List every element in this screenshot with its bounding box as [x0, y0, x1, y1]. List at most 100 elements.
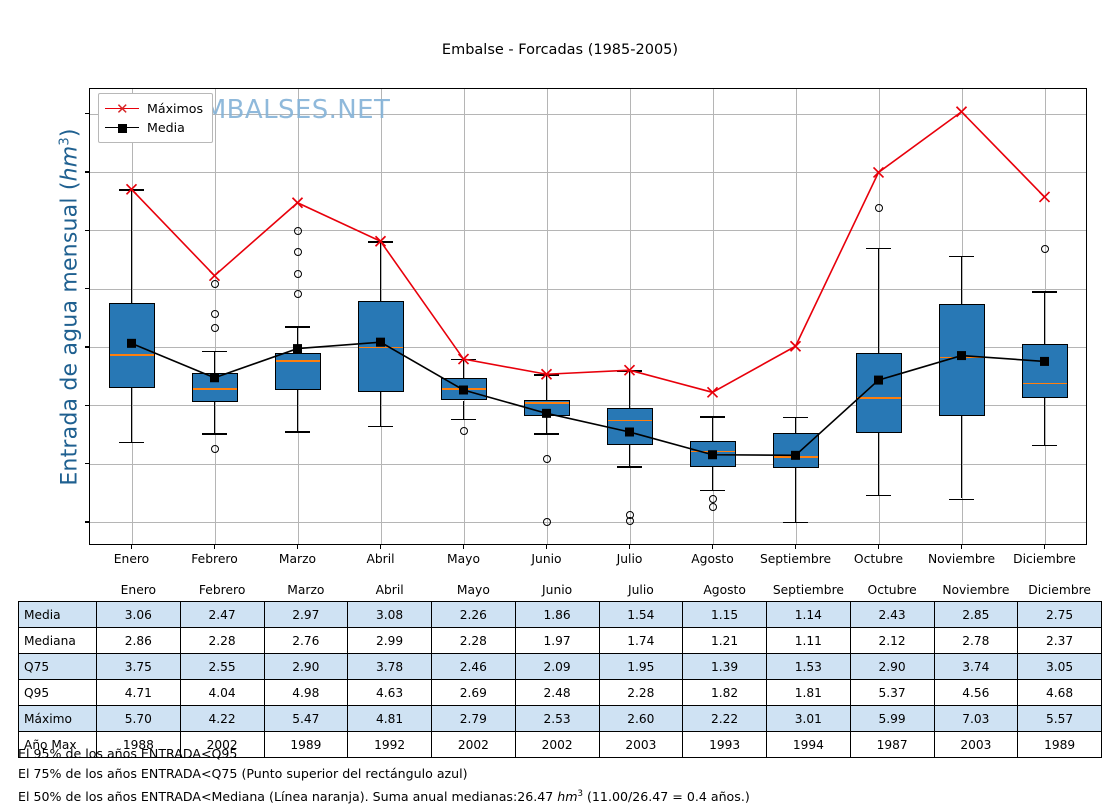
table-cell: 1989 [1017, 731, 1102, 758]
table-cell: 1992 [347, 731, 432, 758]
whisker-upper [628, 370, 631, 409]
table-cell: 1.97 [514, 627, 600, 654]
table-cell: 1.11 [766, 627, 851, 654]
table-cell: 2.90 [849, 653, 935, 680]
table-column-header: Enero [120, 583, 157, 597]
table-cell: 2.43 [849, 601, 935, 628]
y-tick-mark [85, 404, 90, 406]
outlier-point [708, 503, 717, 512]
y-axis-unit-exp: 3 [57, 137, 73, 146]
whisker-cap-lower [616, 466, 643, 468]
marker-media [293, 344, 302, 354]
whisker-lower [1043, 398, 1046, 445]
y-tick-mark [85, 113, 90, 115]
median-line [1022, 382, 1067, 385]
marker-maximo [208, 270, 221, 282]
y-axis-label: Entrada de agua mensual (hm3) [57, 128, 82, 485]
marker-media [459, 385, 468, 395]
table-cell: 2.79 [431, 705, 516, 732]
whisker-lower [130, 388, 133, 442]
footnote-q95: El 95% de los años ENTRADA<Q95 [18, 746, 238, 761]
table-cell: 2.90 [263, 653, 349, 680]
gridline-horizontal [90, 288, 1086, 290]
whisker-lower [960, 415, 963, 499]
whisker-cap-upper [782, 416, 809, 419]
y-tick-mark [85, 288, 90, 290]
table-cell: 3.08 [347, 601, 432, 628]
y-tick-mark [85, 171, 90, 173]
y-axis-unit: hm [57, 145, 83, 182]
table-cell: 3.75 [96, 653, 181, 680]
table-cell: 5.57 [1017, 705, 1102, 732]
x-tick-mark [795, 544, 797, 549]
x-tick-mark [380, 544, 382, 549]
outlier-point [708, 494, 717, 503]
table-row-label: Media [18, 601, 97, 628]
whisker-lower [379, 392, 382, 426]
table-cell: 3.01 [766, 705, 851, 732]
table-cell: 2.12 [849, 627, 935, 654]
table-cell: 4.98 [263, 679, 349, 706]
legend-item-media[interactable]: Media [105, 118, 203, 137]
outlier-point [210, 280, 219, 289]
marker-maximo [125, 183, 138, 195]
table-cell: 1987 [849, 731, 935, 758]
table-cell: 1.82 [682, 679, 767, 706]
whisker-cap-upper [948, 255, 975, 258]
whisker-cap-upper [1031, 291, 1058, 293]
gridline-vertical [629, 89, 631, 544]
gridline-horizontal [90, 521, 1086, 523]
table-row-label: Año Max [18, 731, 97, 758]
statistics-table: Enero Febrero Marzo Abril Mayo Junio Julio Agos… [18, 583, 1102, 758]
marker-maximo [1038, 191, 1051, 203]
footnote-mediana-a: El 50% de los años ENTRADA<Mediana (Líne… [18, 789, 558, 805]
outlier-point [210, 309, 219, 318]
x-tick-mark [214, 544, 216, 549]
table-cell: 4.71 [96, 679, 181, 706]
x-tick-mark [712, 544, 714, 549]
outlier-point [293, 290, 302, 299]
footnote-unit-exp: 3 [577, 789, 583, 799]
table-row: Mediana 2.86 2.28 2.76 2.99 2.28 1.97 1.74 1.21 1… [18, 627, 1102, 654]
gridline-vertical [546, 89, 548, 544]
whisker-upper [379, 241, 382, 302]
table-cell: 4.04 [179, 679, 265, 706]
x-tick-label: Diciembre [1013, 552, 1076, 566]
table-cell: 1.95 [598, 653, 684, 680]
table-cell: 1993 [682, 731, 767, 758]
table-cell: 1.74 [598, 627, 684, 654]
table-cell: 2.26 [431, 601, 516, 628]
footnote-unit: hm [557, 789, 578, 805]
legend-media-icon [105, 121, 139, 135]
median-line [192, 388, 237, 390]
x-tick-mark [1044, 544, 1046, 549]
table-cell: 2003 [598, 731, 684, 758]
legend-item-maximos[interactable]: ✕ Máximos [105, 99, 203, 118]
outlier-point [210, 444, 219, 453]
table-cell: 1.39 [682, 653, 767, 680]
marker-maximo [872, 166, 885, 179]
whisker-upper [960, 255, 963, 304]
whisker-cap-lower [533, 433, 560, 435]
chart-plot-area: Entrada de agua mensual (hm3) WWW.EMBALS… [57, 88, 1087, 566]
marker-maximo [374, 235, 387, 247]
table-header-row: Enero Febrero Marzo Abril Mayo Junio Julio Agos… [19, 583, 1102, 602]
outlier-point [542, 517, 551, 526]
marker-maximo [706, 386, 719, 398]
marker-media [957, 351, 966, 361]
x-tick-mark [961, 544, 963, 549]
x-tick-mark [463, 544, 465, 549]
y-axis-label-text: Entrada de agua mensual ( [57, 181, 83, 486]
x-tick-label: Enero [113, 552, 150, 566]
table-cell: 3.06 [96, 601, 181, 628]
whisker-cap-lower [284, 431, 311, 433]
table-column-header: Diciembre [1028, 583, 1091, 597]
table-cell: 2002 [431, 731, 516, 758]
whisker-cap-upper [201, 350, 228, 353]
y-tick-mark [85, 229, 90, 231]
gridline-horizontal [90, 463, 1086, 465]
table-cell: 2.86 [96, 627, 181, 654]
whisker-upper [462, 359, 465, 379]
gridline-horizontal [90, 171, 1086, 173]
table-cell: 2.47 [179, 601, 265, 628]
